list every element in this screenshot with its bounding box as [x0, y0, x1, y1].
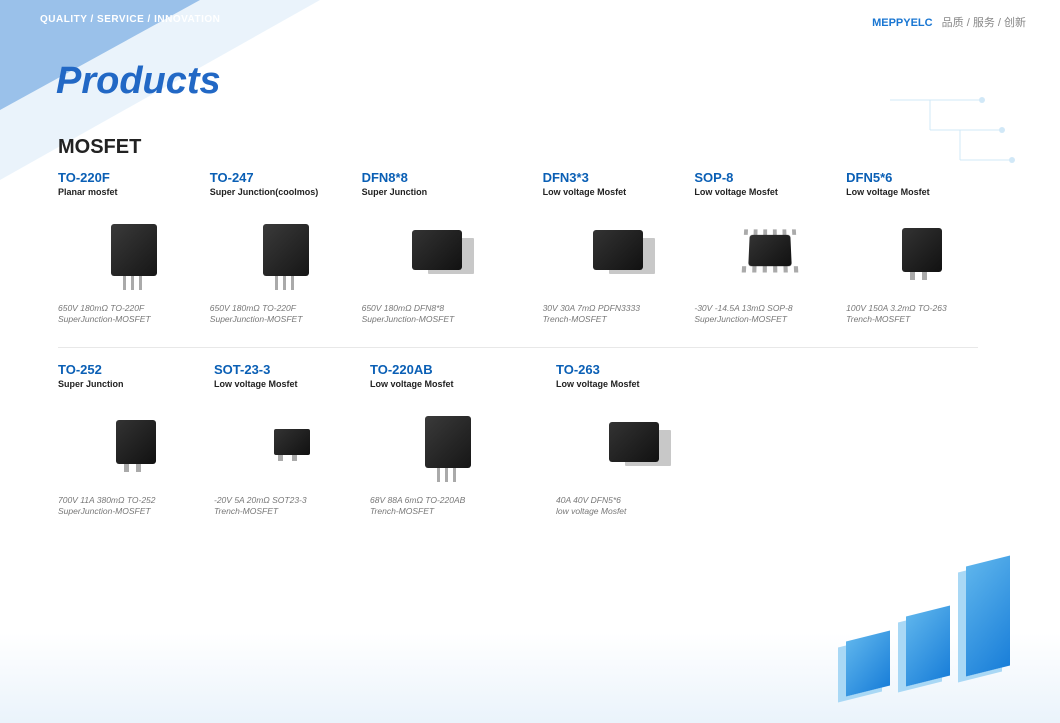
page-title: Products	[56, 60, 221, 103]
card-image	[556, 399, 712, 485]
card-title: TO-252	[58, 362, 214, 377]
cube	[846, 631, 890, 697]
product-card: TO-263 Low voltage Mosfet 40A 40V DFN5*6lo…	[556, 362, 712, 535]
chip-icon	[274, 429, 310, 455]
chip-icon	[111, 224, 157, 276]
card-desc-2: Trench-MOSFET	[846, 314, 998, 325]
card-image	[210, 207, 362, 293]
product-grid: TO-220FPlanar mosfet650V 180mΩ TO-220FSu…	[58, 170, 998, 535]
column-spacer	[526, 362, 556, 535]
card-desc-1: 68V 88A 6mΩ TO-220AB	[370, 495, 526, 506]
card-image	[370, 399, 526, 485]
card-desc-1: 30V 30A 7mΩ PDFN3333	[543, 303, 695, 314]
card-subtitle: Low voltage Mosfet	[370, 379, 526, 389]
brand-logo: MEPPYELC 品质 / 服务 / 创新	[872, 14, 1026, 30]
column-spacer	[513, 170, 542, 343]
card-image	[694, 207, 846, 293]
card-title: TO-220AB	[370, 362, 526, 377]
card-title: TO-220F	[58, 170, 210, 185]
card-desc-2: low voltage Mosfet	[556, 506, 712, 517]
product-card: TO-247 Super Junction(coolmos) 650V 180mΩ …	[210, 170, 362, 343]
card-desc-1: 700V 11A 380mΩ TO-252	[58, 495, 214, 506]
chip-icon	[593, 230, 643, 270]
isometric-illustration	[820, 511, 1020, 711]
chip-icon	[412, 230, 462, 270]
card-subtitle: Low voltage Mosfet	[543, 187, 695, 197]
card-subtitle: Low voltage Mosfet	[694, 187, 846, 197]
product-card: DFN8*8 Super Junction 650V 180mΩ DFN8*8Sup…	[362, 170, 514, 343]
card-title: DFN3*3	[543, 170, 695, 185]
card-title: DFN8*8	[362, 170, 514, 185]
brand-cn: 品质 / 服务 / 创新	[942, 17, 1026, 29]
header-tagline: QUALITY / SERVICE / INNOVATION	[40, 14, 220, 25]
product-card: SOP-8 Low voltage Mosfet -30V -14.5A 13mΩ …	[694, 170, 846, 343]
brand-name: MEPPYELC	[872, 17, 933, 29]
card-title: SOP-8	[694, 170, 846, 185]
card-subtitle: Low voltage Mosfet	[214, 379, 370, 389]
grid-row-2: TO-252 Super Junction 700V 11A 380mΩ TO-25…	[58, 362, 998, 535]
card-image	[846, 207, 998, 293]
card-desc-1: 650V 180mΩ TO-220F	[58, 303, 210, 314]
card-desc-2: SuperJunction-MOSFET	[58, 506, 214, 517]
cube	[906, 606, 950, 687]
card-desc-2: Trench-MOSFET	[214, 506, 370, 517]
product-card: TO-220AB Low voltage Mosfet 68V 88A 6mΩ TO…	[370, 362, 526, 535]
chip-icon	[263, 224, 309, 276]
card-desc-1: 100V 150A 3.2mΩ TO-263	[846, 303, 998, 314]
card-image	[362, 207, 514, 293]
product-card: DFN5*6 Low voltage Mosfet 100V 150A 3.2mΩ …	[846, 170, 998, 343]
card-desc-1: 40A 40V DFN5*6	[556, 495, 712, 506]
card-title: DFN5*6	[846, 170, 998, 185]
card-desc-1: -20V 5A 20mΩ SOT23-3	[214, 495, 370, 506]
card-desc-2: SuperJunction-MOSFET	[58, 314, 210, 325]
section-label: MOSFET	[58, 136, 141, 159]
product-card: TO-252 Super Junction 700V 11A 380mΩ TO-25…	[58, 362, 214, 535]
circuit-decoration	[890, 80, 1030, 180]
card-title: SOT-23-3	[214, 362, 370, 377]
product-card: DFN3*3 Low voltage Mosfet 30V 30A 7mΩ PDFN…	[543, 170, 695, 343]
card-subtitle: Planar mosfet	[58, 187, 210, 197]
card-subtitle: Low voltage Mosfet	[846, 187, 998, 197]
card-desc-2: SuperJunction-MOSFET	[210, 314, 362, 325]
card-subtitle: Super Junction	[58, 379, 214, 389]
chip-icon	[749, 235, 792, 266]
card-title: TO-263	[556, 362, 712, 377]
card-desc-2: Trench-MOSFET	[543, 314, 695, 325]
row-divider	[58, 347, 978, 348]
card-desc-1: 650V 180mΩ TO-220F	[210, 303, 362, 314]
chip-icon	[116, 420, 156, 464]
cube	[966, 556, 1010, 677]
card-desc-1: -30V -14.5A 13mΩ SOP-8	[694, 303, 846, 314]
product-card: TO-220F Planar mosfet 650V 180mΩ TO-220FSu…	[58, 170, 210, 343]
grid-row-1: TO-220FPlanar mosfet650V 180mΩ TO-220FSu…	[58, 170, 998, 343]
chip-icon	[425, 416, 471, 468]
card-subtitle: Super Junction(coolmos)	[210, 187, 362, 197]
product-card: SOT-23-3 Low voltage Mosfet -20V 5A 20mΩ S…	[214, 362, 370, 535]
card-image	[58, 399, 214, 485]
card-subtitle: Low voltage Mosfet	[556, 379, 712, 389]
card-desc-2: SuperJunction-MOSFET	[694, 314, 846, 325]
card-image	[58, 207, 210, 293]
card-image	[214, 399, 370, 485]
card-desc-2: SuperJunction-MOSFET	[362, 314, 514, 325]
chip-icon	[902, 228, 942, 272]
card-desc-1: 650V 180mΩ DFN8*8	[362, 303, 514, 314]
card-subtitle: Super Junction	[362, 187, 514, 197]
card-desc-2: Trench-MOSFET	[370, 506, 526, 517]
card-title: TO-247	[210, 170, 362, 185]
chip-icon	[609, 422, 659, 462]
card-image	[543, 207, 695, 293]
